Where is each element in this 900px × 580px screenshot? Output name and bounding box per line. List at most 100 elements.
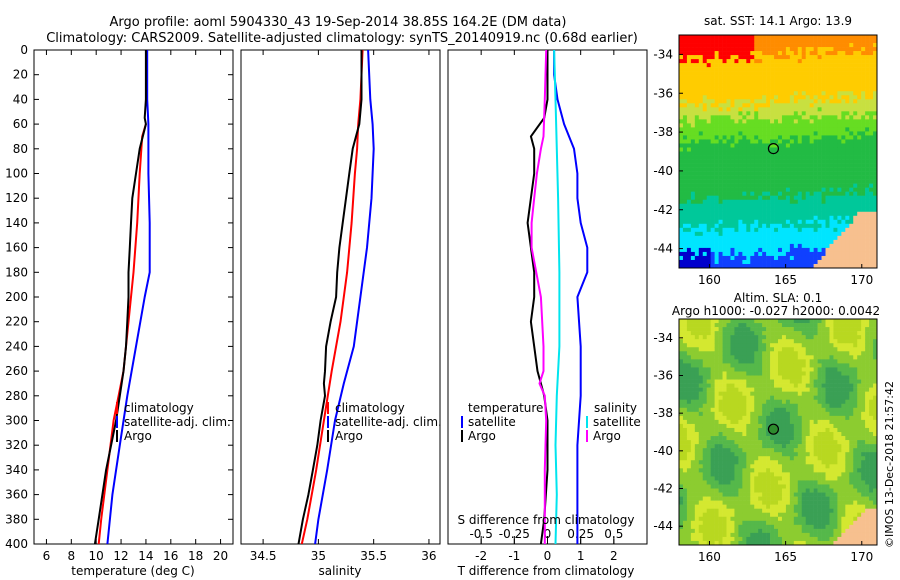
sst-cell: [742, 67, 747, 72]
sst-cell: [710, 91, 715, 96]
sst-cell: [690, 243, 696, 249]
sla-cell: [758, 403, 763, 409]
sst-cell: [845, 55, 850, 60]
sla-cell: [793, 508, 799, 514]
sst-cell: [833, 39, 838, 44]
sla-cell: [718, 423, 723, 429]
sst-cell: [869, 115, 874, 120]
sla-cell: [730, 456, 735, 461]
sst-cell: [694, 39, 700, 44]
sla-cell: [730, 532, 735, 538]
sst-cell: [793, 219, 799, 225]
sst-cell: [817, 199, 822, 205]
sla-cell: [801, 476, 807, 481]
sst-cell: [785, 63, 791, 68]
sla-cell: [797, 411, 803, 417]
sst-cell: [845, 83, 850, 88]
sst-cell: [758, 139, 763, 144]
sla-cell: [758, 331, 763, 336]
sla-cell: [785, 488, 791, 493]
sla-cell: [762, 343, 767, 348]
sla-cell: [726, 419, 731, 425]
sla-cell: [801, 351, 807, 356]
sst-cell: [785, 51, 791, 56]
sla-cell: [682, 379, 688, 384]
sst-cell: [809, 67, 814, 72]
sst-cell: [841, 67, 846, 72]
sst-cell: [710, 227, 715, 233]
sst-cell: [710, 143, 715, 148]
sst-cell: [766, 223, 771, 229]
sst-cell: [797, 239, 803, 245]
sst-cell: [679, 251, 684, 257]
sla-cell: [698, 335, 704, 340]
sst-cell: [726, 127, 731, 132]
sla-cell: [726, 440, 731, 445]
sst-cell: [734, 203, 739, 209]
sst-cell: [702, 203, 708, 209]
sst-cell: [793, 159, 799, 164]
sla-cell: [694, 359, 700, 364]
sla-cell: [758, 468, 763, 473]
sla-cell: [781, 492, 787, 497]
sst-cell: [845, 215, 850, 221]
sst-cell: [706, 171, 711, 176]
sst-cell: [694, 147, 700, 152]
sla-cell: [738, 375, 743, 380]
sst-cell: [722, 215, 727, 221]
sst-cell: [726, 55, 731, 60]
sla-cell: [690, 512, 696, 518]
sst-cell: [805, 131, 810, 136]
sst-cell: [801, 135, 807, 140]
sst-cell: [825, 227, 830, 233]
sla-cell: [770, 504, 775, 509]
sst-cell: [793, 67, 799, 72]
sst-cell: [698, 123, 704, 128]
sla-cell: [694, 464, 700, 469]
sla-cell: [766, 536, 771, 542]
sla-cell: [690, 331, 696, 336]
sla-cell: [710, 403, 715, 409]
sla-cell: [702, 407, 708, 413]
sst-cell: [710, 259, 715, 265]
sla-cell: [801, 456, 807, 461]
sst-cell: [869, 51, 874, 56]
sst-cell: [785, 183, 791, 188]
sla-cell: [706, 391, 711, 396]
sla-cell: [801, 464, 807, 469]
sla-cell: [706, 387, 711, 392]
sst-cell: [714, 95, 719, 100]
sst-cell: [702, 259, 708, 265]
sla-cell: [730, 484, 735, 489]
depth-tick-label: 300: [5, 414, 28, 428]
sst-cell: [817, 183, 822, 188]
sla-cell: [750, 496, 755, 501]
sla-cell: [686, 419, 692, 425]
sst-cell: [774, 167, 779, 172]
sst-cell: [758, 227, 763, 233]
sla-cell: [730, 476, 735, 481]
sla-cell: [718, 448, 723, 453]
sla-cell: [710, 323, 715, 328]
sst-cell: [801, 187, 807, 192]
sla-cell: [726, 524, 731, 530]
sla-cell: [679, 484, 684, 489]
sla-cell: [682, 500, 688, 505]
sst-cell: [734, 151, 739, 156]
sst-cell: [686, 71, 692, 76]
sst-cell: [690, 75, 696, 80]
sst-cell: [833, 175, 838, 180]
sst-cell: [821, 227, 826, 233]
sla-cell: [734, 456, 739, 461]
sst-cell: [865, 79, 870, 84]
sst-cell: [825, 119, 830, 124]
sla-cell: [797, 460, 803, 465]
sst-cell: [710, 51, 715, 56]
sla-cell: [762, 488, 767, 493]
sst-cell: [845, 79, 850, 84]
sla-cell: [805, 379, 810, 384]
sst-cell: [750, 103, 755, 108]
sla-cell: [679, 383, 684, 388]
sst-cell: [718, 71, 723, 76]
sla-cell: [805, 367, 810, 372]
